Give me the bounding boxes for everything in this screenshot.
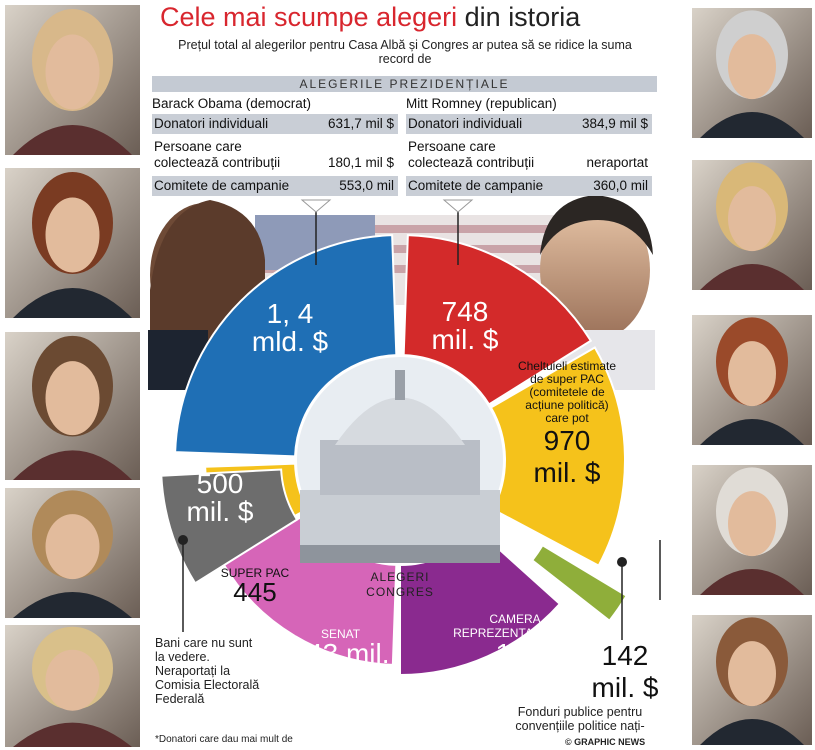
donut-segment bbox=[174, 234, 398, 458]
segment-value: 748 bbox=[441, 296, 489, 327]
table-row: Comitete de campanie 360,0 mil bbox=[406, 176, 652, 196]
segment-label: 500 mil. $ bbox=[165, 470, 275, 526]
row-label: Comitete de campanie bbox=[154, 178, 290, 193]
row-value: 384,9 mil $ bbox=[581, 116, 648, 131]
center-label: ALEGERI CONGRES bbox=[366, 570, 434, 599]
segment-label: SUPER PAC 445 bbox=[205, 567, 305, 605]
row-label: Donatori individuali bbox=[154, 116, 269, 131]
segment-value: 445 bbox=[233, 577, 277, 607]
segment-value: 1,1 bbox=[495, 638, 535, 669]
photo-body bbox=[700, 264, 804, 290]
row-label: Persoane care colectează contribuții bbox=[154, 139, 281, 170]
donut-segment bbox=[530, 543, 628, 623]
title-highlight: Cele mai scumpe alegeri bbox=[160, 2, 458, 32]
segment-label: CAMERA REPREZENTANȚILOR 1,1 bbox=[440, 612, 590, 668]
photo-body bbox=[13, 722, 132, 747]
photo-face bbox=[45, 197, 100, 273]
photo-face bbox=[728, 641, 776, 707]
donut-segment bbox=[402, 234, 593, 406]
section-heading: ALEGERILE PREZIDENȚIALE bbox=[152, 76, 657, 92]
photo-body bbox=[700, 112, 804, 138]
candidate-column: Barack Obama (democrat) Donatori individu… bbox=[152, 94, 398, 199]
segment-unit: mil. $ bbox=[591, 672, 659, 703]
row-label: Donatori individuali bbox=[408, 116, 523, 131]
candidate-name: Barack Obama (democrat) bbox=[152, 96, 312, 111]
segment-unit: mil. $ bbox=[186, 496, 254, 527]
pointer-dot bbox=[178, 535, 188, 545]
segment-unit: mil. $ bbox=[533, 457, 601, 488]
title-rest: din istoria bbox=[464, 2, 581, 32]
table-row: Donatori individuali 384,9 mil $ bbox=[406, 114, 652, 134]
subtitle: Prețul total al alegerilor pentru Casa A… bbox=[178, 38, 632, 66]
segment-name: SUPER PAC bbox=[220, 566, 290, 580]
donut bbox=[160, 234, 628, 677]
photo-body bbox=[700, 719, 804, 745]
segment-label: 748 mil. $ bbox=[400, 298, 530, 354]
row-value: 631,7 mil $ bbox=[327, 116, 394, 131]
table-row: Persoane care colectează contribuții nera… bbox=[406, 137, 652, 173]
footnote: *Donatori care dau mai mult de bbox=[155, 734, 293, 745]
donut-segment bbox=[489, 346, 626, 567]
segment-label: 142 mil. $ bbox=[575, 640, 675, 704]
capitol bbox=[297, 357, 503, 563]
photo-face bbox=[45, 34, 100, 110]
row-label: Persoane care colectează contribuții bbox=[408, 139, 535, 170]
credit: © GRAPHIC NEWS bbox=[565, 737, 646, 747]
segment-label: Cheltuieli estimate de super PAC (comite… bbox=[512, 360, 622, 489]
segment-value: 142 bbox=[601, 640, 649, 671]
segment-value: 743 mil. bbox=[291, 638, 390, 669]
table-row: Comitete de campanie 553,0 mil bbox=[152, 176, 398, 196]
photo-face bbox=[728, 341, 776, 407]
photo-face bbox=[45, 361, 100, 436]
row-value: 553,0 mil bbox=[339, 178, 394, 193]
table-row: Persoane care colectează contribuții 180,… bbox=[152, 137, 398, 173]
segment-value: 500 bbox=[196, 468, 244, 499]
segment-unit: mld. $ bbox=[251, 326, 329, 357]
row-label: Comitete de campanie bbox=[408, 178, 544, 193]
segment-value: 1, 4 bbox=[266, 298, 314, 329]
photo-body bbox=[700, 569, 804, 595]
row-value: 180,1 mil $ bbox=[327, 155, 394, 170]
pointer-lines bbox=[182, 208, 661, 640]
segment-label: SENAT 743 mil. bbox=[268, 628, 413, 668]
segment-name: CAMERA REPREZENTANȚILOR bbox=[453, 612, 577, 640]
donut-segment bbox=[160, 468, 299, 585]
row-value: 360,0 mil bbox=[593, 178, 648, 193]
photo-face bbox=[728, 186, 776, 252]
table-notch bbox=[300, 199, 474, 213]
photo-face bbox=[45, 649, 100, 711]
segment-value: 970 bbox=[543, 425, 591, 456]
photo-body bbox=[13, 592, 132, 618]
note: Fonduri publice pentru convențiile polit… bbox=[515, 705, 645, 733]
photo-body bbox=[700, 419, 804, 445]
photo-face bbox=[728, 34, 776, 100]
photo-body bbox=[13, 125, 132, 155]
photo-body bbox=[13, 450, 132, 480]
segment-unit: mil. $ bbox=[431, 324, 499, 355]
photo-face bbox=[728, 491, 776, 557]
candidate-column: Mitt Romney (republican) Donatori individ… bbox=[406, 94, 652, 199]
photo-face bbox=[45, 514, 100, 580]
title: Cele mai scumpe alegeri din istoria bbox=[160, 2, 580, 33]
photo-body bbox=[13, 288, 132, 318]
segment-name: SENAT bbox=[320, 627, 361, 641]
candidate-name: Mitt Romney (republican) bbox=[406, 96, 557, 111]
note: Bani care nu sunt la vedere. Neraportați… bbox=[155, 636, 260, 706]
segment-label: 1, 4 mld. $ bbox=[215, 300, 365, 356]
pointer-dot bbox=[617, 557, 627, 567]
table-row: Donatori individuali 631,7 mil $ bbox=[152, 114, 398, 134]
photo-column bbox=[5, 5, 812, 747]
segment-description: Cheltuieli estimate de super PAC (comite… bbox=[517, 359, 617, 425]
row-value: neraportat bbox=[586, 155, 648, 170]
